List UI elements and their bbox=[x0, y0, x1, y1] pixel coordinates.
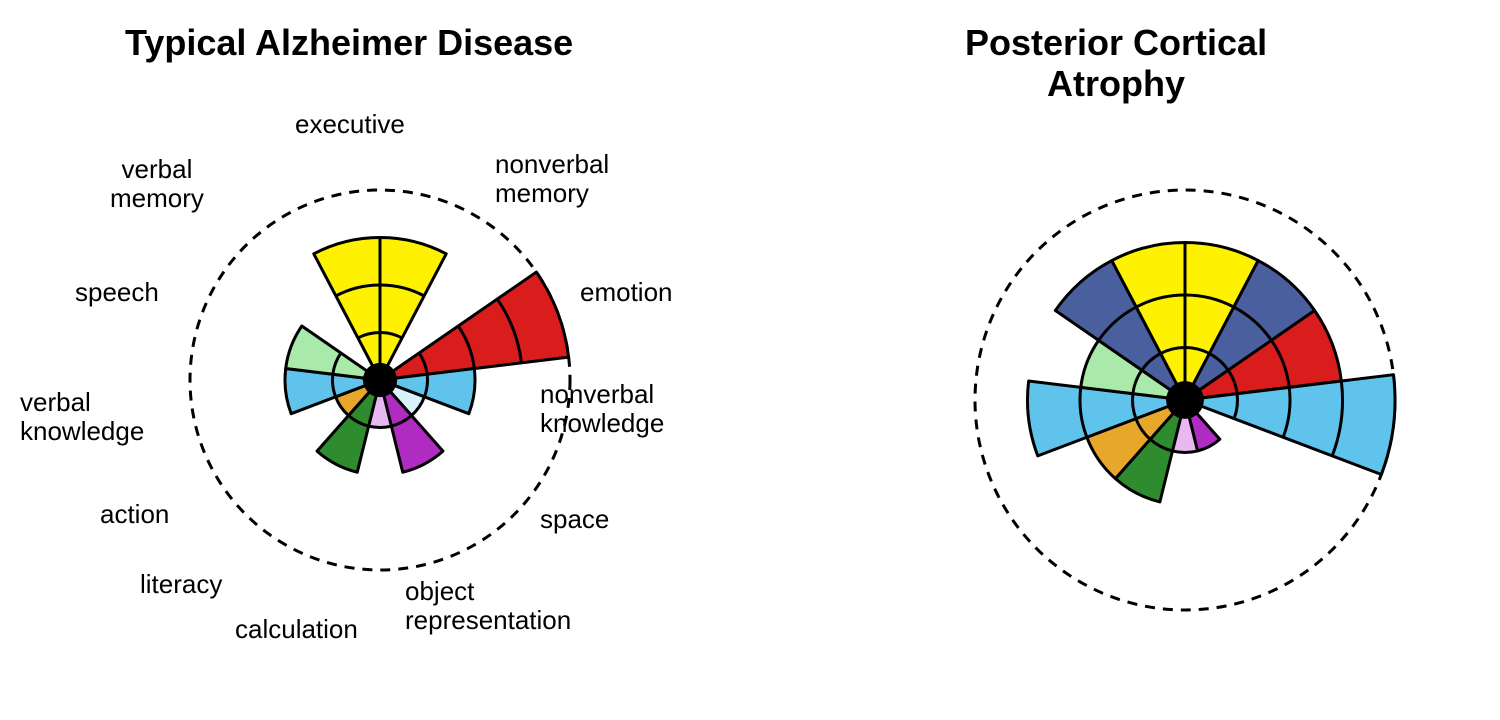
label-nonverbal_memory: nonverbal memory bbox=[495, 150, 609, 207]
label-verbal_memory: verbal memory bbox=[110, 155, 204, 212]
label-action: action bbox=[100, 500, 169, 529]
figure-root: Typical Alzheimer Disease Posterior Cort… bbox=[0, 0, 1500, 679]
label-speech: speech bbox=[75, 278, 159, 307]
label-calculation: calculation bbox=[235, 615, 358, 644]
label-literacy: literacy bbox=[140, 570, 222, 599]
label-verbal_knowledge: verbal knowledge bbox=[20, 388, 144, 445]
hub bbox=[363, 363, 397, 397]
label-nonverbal_knowledge: nonverbal knowledge bbox=[540, 380, 664, 437]
rose-chart-right bbox=[865, 80, 1500, 720]
label-space: space bbox=[540, 505, 609, 534]
title-left: Typical Alzheimer Disease bbox=[125, 22, 573, 63]
hub bbox=[1166, 381, 1204, 419]
label-object_representation: object representation bbox=[405, 577, 571, 634]
label-executive: executive bbox=[295, 110, 405, 139]
label-emotion: emotion bbox=[580, 278, 673, 307]
